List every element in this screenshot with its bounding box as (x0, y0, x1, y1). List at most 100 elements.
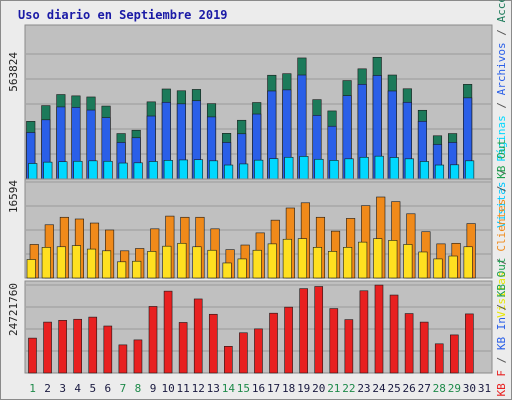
bar-top-páginas-day-28 (434, 164, 445, 180)
bar-middle-visitas-day-27 (418, 251, 428, 279)
bar-top-páginas-day-22 (344, 158, 354, 180)
legend-entry: KB Out (495, 257, 508, 303)
bar-middle-visitas-day-21 (327, 251, 338, 279)
legend-bottom: KB F / KB In / KB Out (495, 257, 508, 396)
x-tick-label-day-29: 29 (448, 382, 461, 395)
bar-top-páginas-day-14 (224, 164, 234, 180)
x-tick-label-day-30: 30 (463, 382, 476, 395)
bar-bottom-kb-f-day-7 (118, 344, 128, 374)
bar-top-páginas-day-5 (88, 160, 98, 180)
x-tick-label-day-1: 1 (29, 382, 36, 395)
legend-entry: / (495, 258, 508, 271)
bar-top-páginas-day-3 (58, 161, 68, 180)
bar-top-páginas-day-9 (148, 161, 158, 180)
bar-bottom-kb-f-day-16 (254, 328, 263, 374)
bar-top-páginas-day-25 (389, 157, 399, 180)
x-tick-label-day-31: 31 (478, 382, 491, 395)
legend-entry: / (495, 304, 508, 317)
bar-top-páginas-day-23 (359, 156, 369, 180)
bar-top-páginas-day-2 (43, 161, 53, 180)
x-tick-label-day-27: 27 (418, 382, 431, 395)
bar-middle-visitas-day-20 (312, 247, 323, 279)
legend-entry: / (495, 185, 508, 198)
x-tick-label-day-17: 17 (267, 382, 280, 395)
legend-entry: / (495, 357, 508, 370)
bar-top-páginas-day-20 (314, 158, 324, 180)
bar-middle-visitas-day-16 (252, 249, 262, 279)
bar-middle-visitas-day-4 (71, 245, 81, 279)
bar-bottom-kb-f-day-13 (208, 313, 218, 374)
legend-entry: Visitas (495, 272, 508, 318)
bar-middle-visitas-day-15 (237, 258, 247, 279)
bar-middle-visitas-day-9 (147, 251, 157, 279)
bar-middle-visitas-day-22 (343, 247, 353, 279)
bar-bottom-kb-f-day-15 (239, 332, 248, 374)
bar-middle-visitas-day-7 (117, 261, 127, 279)
bar-bottom-kb-f-day-20 (314, 286, 324, 374)
bar-top-páginas-day-27 (419, 161, 429, 180)
bar-bottom-kb-f-day-2 (43, 321, 52, 374)
bar-top-páginas-day-18 (284, 156, 294, 180)
bar-top-páginas-day-12 (193, 159, 204, 180)
bar-middle-visitas-day-14 (222, 262, 232, 279)
bar-top-páginas-day-10 (163, 160, 173, 180)
bar-middle-visitas-day-28 (433, 258, 443, 279)
legend-entry: / (495, 29, 508, 42)
legend-entry: Visitas (495, 181, 508, 227)
bar-top-páginas-day-19 (299, 156, 309, 180)
bar-bottom-kb-f-day-21 (329, 308, 339, 374)
bar-bottom-kb-f-day-18 (284, 306, 293, 374)
bar-middle-visitas-day-13 (207, 249, 217, 279)
bar-top-páginas-day-26 (404, 158, 414, 180)
legend-entry: KB Out (495, 139, 508, 185)
bar-bottom-kb-f-day-24 (374, 284, 384, 374)
bar-middle-visitas-day-12 (192, 246, 202, 279)
bar-bottom-kb-f-day-12 (193, 298, 203, 374)
x-tick-label-day-4: 4 (74, 382, 81, 395)
x-tick-label-day-23: 23 (357, 382, 370, 395)
bar-bottom-kb-f-day-19 (299, 288, 308, 374)
bar-bottom-kb-f-day-23 (359, 290, 369, 374)
bar-top-páginas-day-21 (329, 160, 339, 180)
bar-middle-visitas-day-3 (56, 246, 66, 279)
legend-entry: Páginas (495, 115, 508, 168)
x-tick-label-day-8: 8 (135, 382, 142, 395)
bar-top-páginas-day-8 (133, 162, 143, 180)
bar-bottom-kb-f-day-30 (465, 313, 474, 374)
x-tick-label-day-22: 22 (342, 382, 355, 395)
legend-entry: / (495, 168, 508, 181)
bar-bottom-kb-f-day-11 (178, 322, 188, 374)
x-tick-label-day-24: 24 (372, 382, 386, 395)
x-tick-label-day-6: 6 (105, 382, 112, 395)
bar-bottom-kb-f-day-1 (28, 337, 37, 374)
legend-middle: Visitas / Clientes / KB Out (495, 139, 508, 318)
chart-title: Uso diario en Septiembre 2019 (18, 8, 228, 22)
x-tick-label-day-21: 21 (327, 382, 340, 395)
x-tick-label-day-2: 2 (44, 382, 51, 395)
bar-bottom-kb-f-day-4 (73, 318, 82, 374)
bar-bottom-kb-f-day-8 (133, 339, 143, 374)
legend-entry: KB F (495, 370, 508, 397)
bar-middle-visitas-day-26 (403, 244, 413, 279)
bar-top-páginas-day-17 (269, 158, 279, 180)
bar-bottom-kb-f-day-6 (103, 325, 113, 374)
bar-middle-visitas-day-25 (388, 240, 398, 279)
bar-bottom-kb-f-day-3 (58, 320, 67, 374)
bar-middle-visitas-day-23 (358, 241, 368, 279)
x-tick-label-day-25: 25 (387, 382, 400, 395)
bar-middle-visitas-day-1 (26, 259, 36, 279)
bar-middle-visitas-day-19 (297, 238, 307, 279)
x-tick-label-day-16: 16 (252, 382, 265, 395)
legend-entry: Archivos (495, 42, 508, 102)
bar-bottom-kb-f-day-9 (148, 306, 158, 374)
panel-bottom: 24721760 KB F / KB In / KB Out (7, 257, 508, 396)
y-tick-label-bottom: 24721760 (7, 283, 20, 336)
legend-entry: Accesos (495, 0, 508, 29)
bar-bottom-kb-f-day-28 (434, 343, 444, 374)
bar-middle-visitas-day-24 (373, 238, 383, 279)
bar-middle-visitas-day-2 (41, 247, 51, 279)
y-tick-label-top: 563824 (7, 52, 20, 92)
bar-middle-visitas-day-6 (102, 250, 112, 279)
x-tick-label-day-5: 5 (89, 382, 96, 395)
